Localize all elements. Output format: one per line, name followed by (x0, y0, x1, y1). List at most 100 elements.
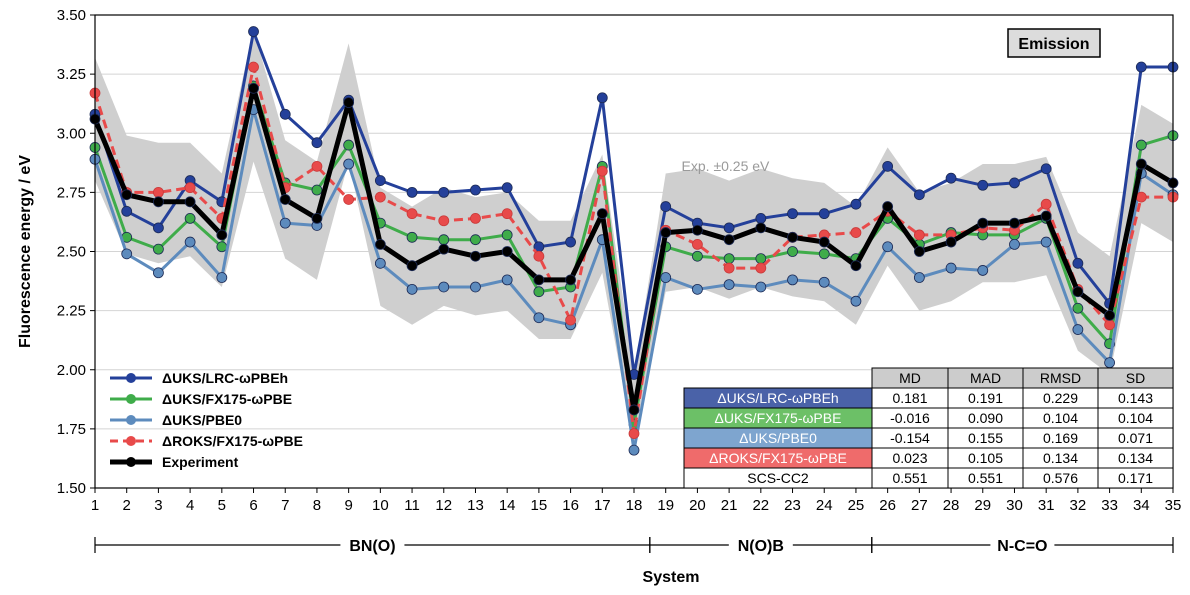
x-tick-label: 23 (784, 497, 801, 514)
data-point (438, 215, 450, 227)
x-tick-label: 14 (499, 497, 516, 514)
data-point (1135, 191, 1147, 203)
data-point (692, 239, 703, 250)
x-tick-label: 3 (154, 497, 162, 514)
data-point (818, 208, 830, 220)
y-tick-label: 3.00 (57, 125, 86, 142)
data-point (818, 236, 830, 248)
table-value: 0.143 (1118, 390, 1153, 406)
series-layer (89, 26, 1179, 456)
table-value: 0.576 (1043, 470, 1078, 486)
data-point (438, 281, 450, 293)
x-tick-label: 8 (313, 497, 321, 514)
x-tick-label: 16 (562, 497, 579, 514)
group-0: BN(O) (94, 537, 651, 555)
band-area (95, 29, 1173, 446)
table-value: 0.229 (1043, 390, 1078, 406)
table-value: 0.023 (892, 450, 927, 466)
data-point (248, 26, 259, 37)
data-point (850, 198, 862, 210)
data-point (660, 272, 672, 283)
x-tick-label: 9 (344, 497, 352, 514)
x-tick-label: 30 (1006, 497, 1023, 514)
statistics-table: MD MAD RMSD SD ΔUKS/LRC-ωPBEh 0.181 0.191 0.229… (683, 367, 1174, 489)
data-point (660, 227, 672, 238)
data-point (723, 262, 735, 274)
system-groups: BN(O) N(O)B N-C=O (94, 537, 1174, 555)
data-point (311, 212, 323, 224)
x-tick-label: 32 (1070, 497, 1087, 514)
data-point (1135, 158, 1147, 170)
data-point (343, 97, 355, 108)
data-point (1040, 236, 1052, 248)
data-point (755, 262, 767, 274)
data-point (723, 253, 735, 264)
data-point (565, 236, 576, 248)
data-point (470, 281, 481, 293)
table-value: 0.090 (968, 410, 1003, 426)
table-header-label: MAD (970, 370, 1001, 386)
x-tick-label: 17 (594, 497, 611, 514)
data-point (882, 201, 894, 212)
data-point (977, 265, 989, 276)
x-tick-label: 15 (531, 497, 548, 514)
table-value: 0.155 (968, 430, 1003, 446)
emission-badge-text: Emission (1018, 36, 1089, 53)
data-point (787, 231, 798, 243)
x-tick-label: 12 (435, 497, 452, 514)
data-point (596, 92, 608, 104)
data-point (977, 179, 989, 191)
data-point (945, 172, 957, 184)
y-tick-label: 1.50 (57, 480, 86, 497)
data-point (1072, 324, 1084, 335)
data-point (121, 205, 133, 217)
table-value: -0.154 (890, 430, 930, 446)
table-value: 0.551 (968, 470, 1003, 486)
table-value: 0.071 (1118, 430, 1153, 446)
legend-item: ΔUKS/FX175-ωPBE (110, 391, 292, 407)
data-point (565, 274, 576, 286)
data-point (882, 241, 894, 253)
legend-swatch-marker (126, 373, 136, 383)
x-tick-label: 18 (626, 497, 643, 514)
table-value: 0.104 (1118, 410, 1153, 426)
data-point (660, 201, 672, 212)
legend-label: ΔROKS/FX175-ωPBE (162, 433, 303, 449)
x-axis-ticks: 1 2 3 4 5 6 7 8 9 10 11 12 13 14 15 16 17 18 19 20 21 22 23 24 2… (91, 488, 1181, 514)
data-point (153, 186, 164, 198)
x-tick-label: 24 (816, 497, 833, 514)
data-point (121, 248, 133, 260)
data-point (216, 241, 228, 253)
x-tick-label: 31 (1038, 497, 1055, 514)
table-header-label: SD (1126, 370, 1145, 386)
data-point (184, 182, 196, 194)
data-point (1104, 357, 1115, 369)
table-value: 0.104 (1043, 410, 1078, 426)
data-point (913, 229, 925, 241)
group-label: BN(O) (349, 538, 395, 555)
data-point (723, 279, 735, 291)
legend-label: ΔUKS/PBE0 (162, 412, 242, 428)
data-point (406, 231, 418, 243)
legend-item: ΔUKS/PBE0 (110, 412, 242, 428)
data-point (184, 212, 196, 224)
data-point (470, 184, 481, 196)
data-point (470, 212, 481, 224)
data-point (406, 260, 418, 272)
data-point (311, 160, 323, 172)
data-point (501, 246, 513, 257)
data-point (374, 175, 386, 186)
data-point (184, 236, 196, 248)
data-point (787, 274, 798, 286)
data-point (1040, 210, 1052, 222)
data-point (1104, 319, 1115, 331)
table-value: 0.105 (968, 450, 1003, 466)
y-tick-label: 3.25 (57, 66, 86, 83)
data-point (755, 222, 767, 234)
data-point (533, 250, 545, 262)
group-label: N(O)B (738, 538, 784, 555)
y-tick-label: 1.75 (57, 421, 86, 438)
y-tick-label: 2.00 (57, 362, 86, 379)
data-point (216, 272, 228, 283)
